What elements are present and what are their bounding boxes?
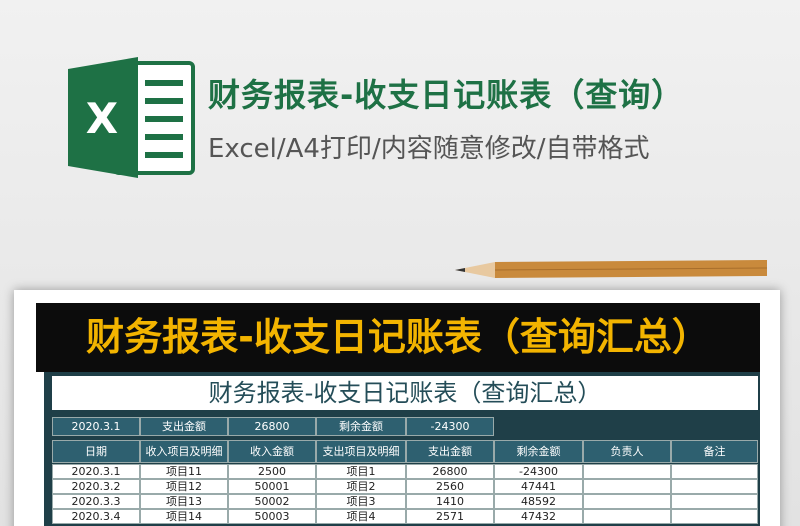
table-cell (583, 509, 671, 524)
table-cell (671, 494, 758, 509)
table-cell (671, 509, 758, 524)
table-cell: 2571 (406, 509, 494, 524)
table-cell: 1410 (406, 494, 494, 509)
title: 财务报表-收支日记账表（查询） (208, 76, 685, 114)
table-cell (671, 464, 758, 479)
table-cell: 项目4 (316, 509, 406, 524)
summary-cell: 剩余金额 (316, 417, 406, 436)
table-cell: 2560 (406, 479, 494, 494)
column-header: 收入项目及明细 (140, 440, 228, 463)
table-cell: 2020.3.1 (52, 464, 140, 479)
table-cell: 2020.3.4 (52, 509, 140, 524)
table-cell: 项目11 (140, 464, 228, 479)
table-cell: 47432 (494, 509, 583, 524)
table-cell: 47441 (494, 479, 583, 494)
table-cell: 2020.3.3 (52, 494, 140, 509)
column-header: 支出金额 (406, 440, 494, 463)
column-header: 支出项目及明细 (316, 440, 406, 463)
pencil (455, 260, 768, 278)
column-header: 收入金额 (228, 440, 316, 463)
table-cell: 2500 (228, 464, 316, 479)
subtitle: Excel/A4打印/内容随意修改/自带格式 (208, 134, 650, 164)
table-cell: 项目1 (316, 464, 406, 479)
column-header: 负责人 (583, 440, 671, 463)
table-cell: 项目14 (140, 509, 228, 524)
column-header: 日期 (52, 440, 140, 463)
table-cell: 50001 (228, 479, 316, 494)
table-cell: 2020.3.2 (52, 479, 140, 494)
table-cell (583, 464, 671, 479)
banner: 财务报表-收支日记账表（查询汇总） (36, 303, 760, 372)
table-cell: 项目13 (140, 494, 228, 509)
table-cell: 50003 (228, 509, 316, 524)
table-cell: 项目3 (316, 494, 406, 509)
summary-cell: -24300 (406, 417, 494, 436)
table-cell: 50002 (228, 494, 316, 509)
column-header: 备注 (671, 440, 758, 463)
summary-cell: 支出金额 (140, 417, 228, 436)
table-cell: 26800 (406, 464, 494, 479)
excel-icon: X (68, 57, 195, 178)
table-cell (583, 494, 671, 509)
table-cell: 项目12 (140, 479, 228, 494)
sheet-title: 财务报表-收支日记账表（查询汇总） (52, 376, 758, 410)
table-cell: 项目2 (316, 479, 406, 494)
summary-cell: 26800 (228, 417, 316, 436)
summary-cell: 2020.3.1 (52, 417, 140, 436)
table-cell (583, 479, 671, 494)
table-cell: -24300 (494, 464, 583, 479)
table-cell: 48592 (494, 494, 583, 509)
svg-text:X: X (86, 94, 118, 143)
column-header: 剩余金额 (494, 440, 583, 463)
table-cell (671, 479, 758, 494)
